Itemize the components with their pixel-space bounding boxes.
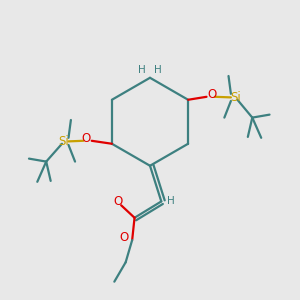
Text: Si: Si <box>230 91 241 104</box>
Text: O: O <box>208 88 217 101</box>
Text: H: H <box>138 65 146 75</box>
Text: O: O <box>119 231 128 244</box>
Text: O: O <box>81 132 90 145</box>
Text: H: H <box>167 196 175 206</box>
Text: O: O <box>113 195 122 208</box>
Text: Si: Si <box>58 135 69 148</box>
Text: H: H <box>154 65 162 75</box>
